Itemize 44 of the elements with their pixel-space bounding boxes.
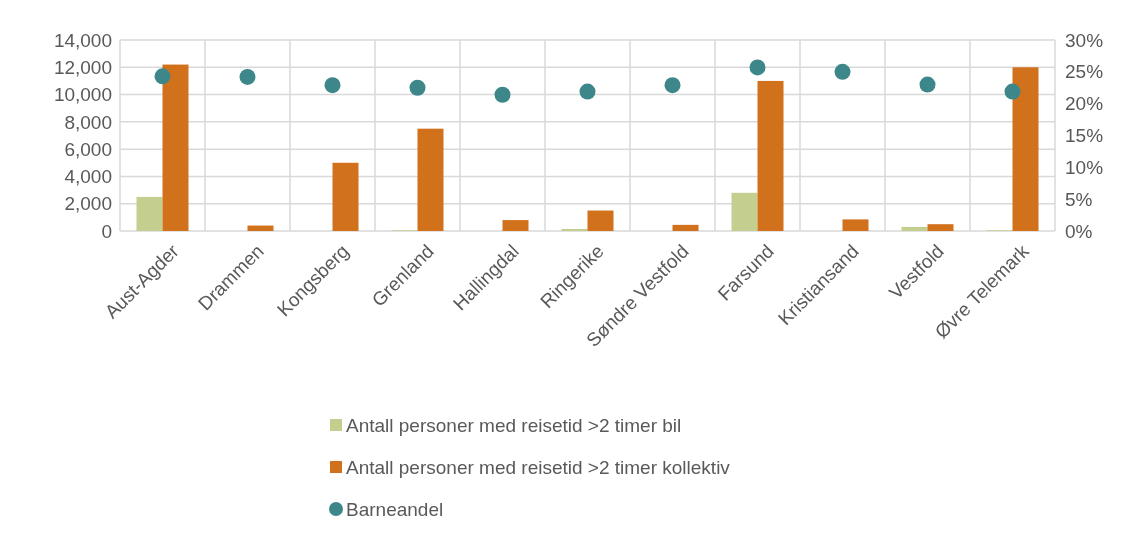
point — [664, 77, 681, 94]
y-tick-label: 2,000 — [64, 193, 112, 215]
legend-label: Antall personer med reisetid >2 timer bil — [346, 414, 682, 436]
bar — [842, 219, 869, 231]
y2-tick-label: 5% — [1065, 188, 1093, 210]
y-tick-label: 4,000 — [64, 166, 112, 188]
bar — [587, 210, 614, 231]
y-tick-label: 6,000 — [64, 138, 112, 160]
y-tick-label: 10,000 — [53, 84, 112, 106]
point — [579, 83, 596, 100]
y-tick-label: 12,000 — [53, 56, 112, 78]
legend-label: Antall personer med reisetid >2 timer kollektiv — [346, 456, 731, 478]
y-tick-label: 8,000 — [64, 111, 112, 133]
point — [834, 63, 851, 80]
bar — [561, 228, 588, 231]
y-tick-label: 14,000 — [53, 29, 112, 51]
y2-tick-label: 20% — [1065, 93, 1104, 115]
point — [154, 68, 171, 85]
y2-tick-label: 25% — [1065, 61, 1104, 83]
y2-tick-label: 30% — [1065, 29, 1104, 51]
bar — [417, 128, 444, 231]
bar — [247, 225, 274, 231]
bar — [162, 64, 189, 231]
y2-tick-label: 15% — [1065, 125, 1104, 147]
bar — [927, 224, 954, 231]
bar — [332, 162, 359, 231]
point — [324, 77, 341, 94]
point — [919, 76, 936, 93]
point — [239, 68, 256, 85]
y2-tick-label: 10% — [1065, 156, 1104, 178]
point — [749, 59, 766, 76]
legend-label: Barneandel — [346, 498, 444, 520]
bar — [757, 80, 784, 231]
bar — [731, 192, 758, 231]
point — [409, 79, 426, 96]
bar — [901, 226, 928, 231]
bar — [136, 196, 163, 231]
y-tick-label: 0 — [101, 220, 112, 242]
bar — [502, 220, 529, 231]
point — [1004, 83, 1021, 100]
point — [494, 86, 511, 103]
bar — [672, 224, 699, 231]
bar — [1012, 67, 1039, 231]
y2-tick-label: 0% — [1065, 220, 1093, 242]
